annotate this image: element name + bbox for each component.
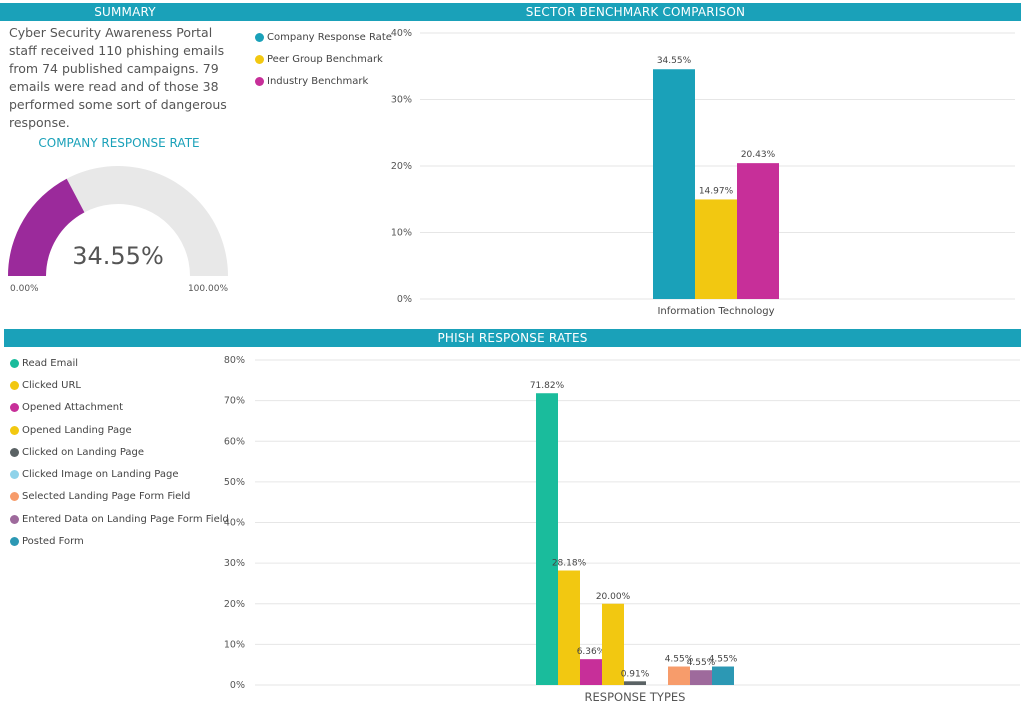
- bar[interactable]: [737, 163, 779, 299]
- gauge-title: COMPANY RESPONSE RATE: [38, 136, 200, 150]
- y-tick-label: 40%: [391, 28, 412, 39]
- bar[interactable]: [653, 69, 695, 300]
- gauge-value: 34.55%: [72, 242, 164, 270]
- data-label: 14.97%: [699, 186, 734, 196]
- legend-item[interactable]: Opened Landing Page: [10, 419, 229, 441]
- legend-dot-icon: [10, 380, 19, 390]
- x-tick-label: Information Technology: [657, 306, 774, 317]
- bar[interactable]: [690, 670, 712, 685]
- bar[interactable]: [624, 681, 646, 685]
- data-label: 4.55%: [665, 655, 694, 665]
- legend-label: Read Email: [22, 357, 79, 369]
- legend-item[interactable]: Clicked URL: [10, 374, 229, 396]
- legend-item[interactable]: Entered Data on Landing Page Form Field: [10, 508, 229, 530]
- legend-item[interactable]: Posted Form: [10, 530, 229, 552]
- legend-item[interactable]: Clicked Image on Landing Page: [10, 463, 229, 485]
- company-response-gauge: 34.55% 0.00% 100.00%: [8, 166, 228, 294]
- legend-label: Industry Benchmark: [267, 76, 369, 88]
- gauge-fill: [8, 178, 85, 276]
- legend-label: Clicked URL: [22, 379, 81, 391]
- legend-item[interactable]: Peer Group Benchmark: [255, 48, 392, 70]
- y-tick-label: 30%: [391, 95, 412, 106]
- legend-item[interactable]: Selected Landing Page Form Field: [10, 486, 229, 508]
- data-label: 4.55%: [687, 658, 716, 668]
- legend-label: Opened Attachment: [22, 402, 124, 414]
- bar[interactable]: [580, 659, 602, 685]
- legend-dot-icon: [255, 77, 264, 87]
- legend-dot-icon: [255, 32, 264, 42]
- legend-item[interactable]: Industry Benchmark: [255, 71, 392, 93]
- summary-text: Cyber Security Awareness Portal staff re…: [9, 25, 227, 130]
- phish-response-header: PHISH RESPONSE RATES: [4, 329, 1021, 347]
- legend-item[interactable]: Opened Attachment: [10, 397, 229, 419]
- legend-label: Company Response Rate: [267, 31, 392, 43]
- y-tick-label: 10%: [224, 639, 245, 650]
- legend-label: Clicked Image on Landing Page: [22, 469, 179, 481]
- y-tick-label: 60%: [224, 436, 245, 447]
- bar[interactable]: [536, 393, 558, 685]
- legend-dot-icon: [10, 514, 19, 524]
- sector-benchmark-chart: 0% 10% 20% 30% 40% 34.55% 14.97% 20.43% Informat…: [391, 28, 1015, 317]
- data-label: 71.82%: [530, 381, 565, 391]
- data-label: 28.18%: [552, 559, 587, 569]
- y-tick-label: 30%: [224, 558, 245, 569]
- data-label: 34.55%: [657, 56, 692, 66]
- legend-dot-icon: [10, 358, 19, 368]
- legend-label: Selected Landing Page Form Field: [22, 491, 191, 503]
- x-axis-label: RESPONSE TYPES: [585, 690, 686, 704]
- legend-item[interactable]: Clicked on Landing Page: [10, 441, 229, 463]
- legend-label: Opened Landing Page: [22, 424, 132, 436]
- bar[interactable]: [558, 570, 580, 685]
- y-tick-label: 0%: [230, 680, 245, 691]
- legend-dot-icon: [10, 492, 19, 502]
- y-tick-label: 20%: [391, 161, 412, 172]
- gauge-max-label: 100.00%: [188, 284, 228, 294]
- data-label: 20.43%: [741, 150, 776, 160]
- legend-dot-icon: [10, 403, 19, 413]
- y-tick-label: 0%: [397, 294, 412, 305]
- bar[interactable]: [602, 603, 624, 685]
- y-tick-label: 40%: [224, 518, 245, 529]
- legend-dot-icon: [10, 470, 19, 480]
- bar[interactable]: [668, 666, 690, 685]
- legend-item[interactable]: Company Response Rate: [255, 26, 392, 48]
- sector-benchmark-header: SECTOR BENCHMARK COMPARISON: [250, 3, 1021, 21]
- gauge-min-label: 0.00%: [10, 284, 39, 294]
- y-tick-label: 70%: [224, 396, 245, 407]
- legend-dot-icon: [10, 447, 19, 457]
- legend-label: Peer Group Benchmark: [267, 53, 383, 65]
- legend-label: Entered Data on Landing Page Form Field: [22, 513, 229, 525]
- data-label: 0.91%: [621, 669, 650, 679]
- data-label: 6.36%: [577, 647, 606, 657]
- summary-header: SUMMARY: [0, 3, 250, 21]
- legend-label: Clicked on Landing Page: [22, 446, 145, 458]
- phish-legend: Read Email Clicked URL Opened Attachment…: [10, 352, 229, 553]
- phish-response-chart: 0% 10% 20% 30% 40% 50% 60% 70% 80% 71.82% 28.18% 6.…: [224, 355, 1020, 704]
- y-tick-label: 20%: [224, 599, 245, 610]
- legend-dot-icon: [255, 54, 264, 64]
- data-label: 4.55%: [709, 655, 738, 665]
- bar[interactable]: [712, 666, 734, 685]
- legend-dot-icon: [10, 425, 19, 435]
- y-tick-label: 50%: [224, 477, 245, 488]
- legend-label: Posted Form: [22, 536, 84, 548]
- data-label: 20.00%: [596, 592, 631, 602]
- y-tick-label: 10%: [391, 228, 412, 239]
- bar[interactable]: [695, 199, 737, 299]
- legend-item[interactable]: Read Email: [10, 352, 229, 374]
- y-tick-label: 80%: [224, 355, 245, 366]
- legend-dot-icon: [10, 537, 19, 547]
- sector-legend: Company Response Rate Peer Group Benchma…: [255, 26, 392, 93]
